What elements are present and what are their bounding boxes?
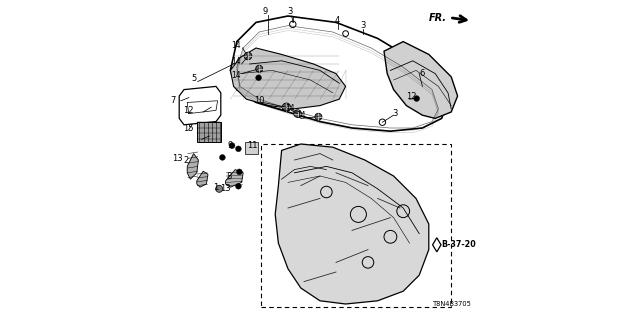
Polygon shape [275, 144, 429, 304]
Circle shape [256, 75, 262, 81]
Circle shape [229, 143, 235, 148]
Text: 13: 13 [220, 184, 231, 193]
Text: 13: 13 [172, 154, 183, 163]
Text: 5: 5 [191, 74, 196, 83]
Text: 2: 2 [183, 156, 188, 164]
Text: 10: 10 [254, 96, 264, 105]
Bar [197, 122, 221, 142]
Text: 14: 14 [296, 111, 306, 120]
Circle shape [244, 52, 252, 60]
Text: 8: 8 [226, 172, 232, 180]
Text: 3: 3 [392, 109, 398, 118]
Circle shape [414, 96, 420, 101]
Text: FR.: FR. [428, 12, 447, 23]
Circle shape [315, 113, 322, 120]
Circle shape [294, 110, 301, 117]
Text: 14: 14 [231, 41, 241, 50]
Text: 12: 12 [184, 106, 194, 115]
Text: 6: 6 [419, 69, 424, 78]
Text: 14: 14 [231, 57, 241, 66]
Circle shape [216, 185, 223, 192]
Text: 9: 9 [263, 7, 268, 16]
Text: T8N4B3705: T8N4B3705 [433, 301, 472, 307]
Polygon shape [384, 42, 458, 118]
Bar [245, 142, 258, 154]
Text: 15: 15 [184, 124, 194, 132]
Text: 3: 3 [360, 21, 366, 30]
Circle shape [220, 155, 225, 160]
Polygon shape [187, 154, 198, 179]
Polygon shape [230, 48, 346, 109]
Text: 9: 9 [228, 141, 233, 150]
Text: 1: 1 [213, 183, 219, 192]
Text: 7: 7 [170, 96, 175, 105]
Circle shape [236, 146, 241, 152]
Text: 3: 3 [287, 7, 292, 16]
Circle shape [255, 65, 262, 72]
Polygon shape [226, 170, 243, 187]
Text: 4: 4 [335, 16, 340, 25]
Text: 14: 14 [285, 104, 294, 113]
Text: 12: 12 [406, 92, 417, 100]
Circle shape [282, 103, 291, 111]
Polygon shape [197, 171, 208, 187]
Circle shape [237, 169, 243, 175]
Text: B-37-20: B-37-20 [441, 240, 476, 249]
Circle shape [236, 183, 241, 189]
Text: 14: 14 [231, 71, 241, 80]
Text: 11: 11 [248, 141, 258, 150]
